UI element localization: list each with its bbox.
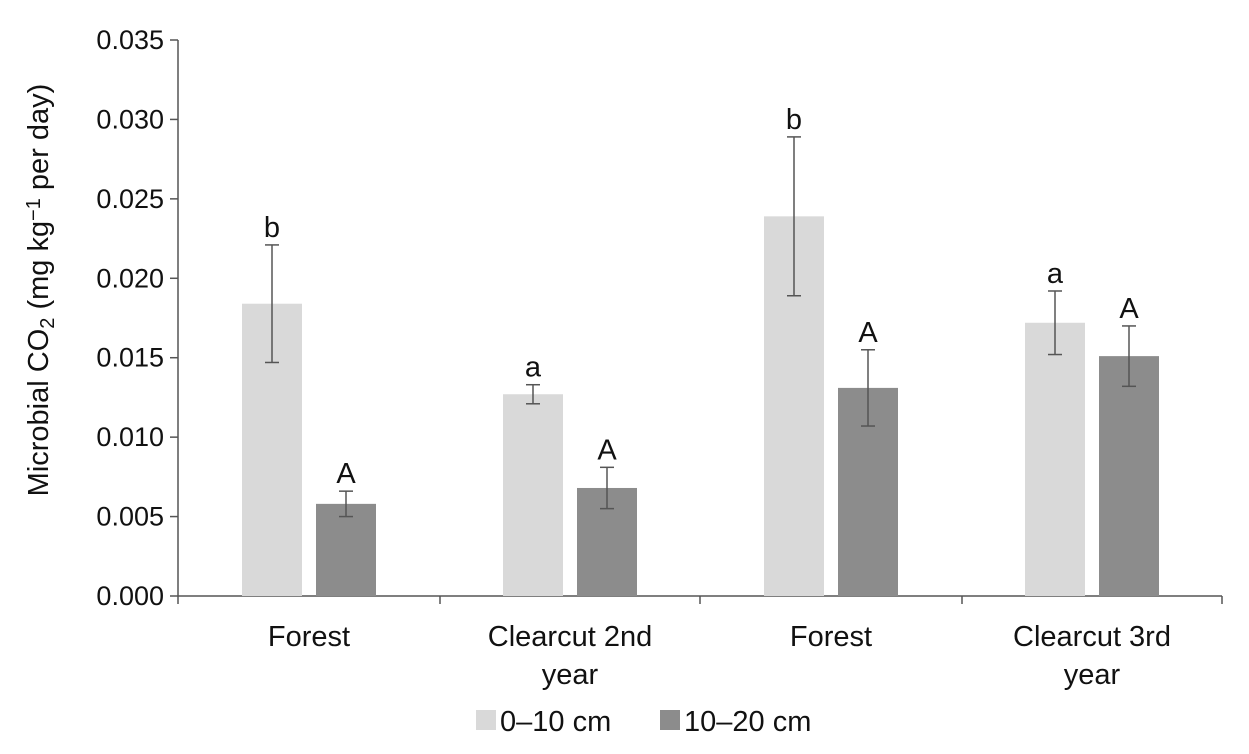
y-tick-label: 0.035 <box>96 25 164 55</box>
significance-letter: b <box>786 104 802 136</box>
y-tick-label: 0.030 <box>96 104 164 134</box>
bar-depth-10-20 <box>1099 356 1159 596</box>
bars <box>242 136 1159 596</box>
legend-label: 0–10 cm <box>500 706 611 738</box>
bar-depth-10-20 <box>316 503 376 596</box>
category-label: Clearcut 3rd <box>1013 621 1171 653</box>
y-tick-label: 0.025 <box>96 184 164 214</box>
y-tick-label: 0.005 <box>96 502 164 532</box>
y-axis-title-units: (mg kg <box>23 221 55 318</box>
y-axis: 0.000 0.005 0.010 0.015 0.020 0.025 0.030 0.035 <box>96 25 179 611</box>
significance-letter: A <box>858 317 878 349</box>
significance-labels: b a b a A A A A <box>264 104 1139 490</box>
y-axis-title: Microbial CO2 (mg kg−1 per day) <box>23 84 59 497</box>
significance-letter: a <box>1047 258 1064 290</box>
y-tick-label: 0.000 <box>96 581 164 611</box>
bar-depth-0-10 <box>503 394 563 596</box>
legend-swatch <box>660 710 680 730</box>
y-tick-label: 0.015 <box>96 343 164 373</box>
y-tick-label: 0.020 <box>96 263 164 293</box>
x-axis <box>177 595 1223 604</box>
bar-depth-0-10 <box>1025 322 1085 596</box>
significance-letter: a <box>525 352 542 384</box>
y-axis-title-units-end: per day) <box>23 84 55 198</box>
y-tick-label: 0.010 <box>96 422 164 452</box>
y-axis-title-superscript: −1 <box>23 198 45 221</box>
y-axis-title-subscript: 2 <box>37 318 59 329</box>
category-label: Forest <box>268 621 350 653</box>
category-label: Clearcut 2nd <box>488 621 652 653</box>
legend-label: 10–20 cm <box>684 706 811 738</box>
legend-swatch <box>476 710 496 730</box>
category-labels: Forest Clearcut 2nd year Forest Clearcut 3rd… <box>268 621 1171 691</box>
category-label: year <box>1064 659 1121 691</box>
category-label: year <box>542 659 599 691</box>
significance-letter: A <box>336 458 356 490</box>
y-axis-title-main: Microbial CO <box>23 329 55 497</box>
legend: 0–10 cm 10–20 cm <box>476 706 811 738</box>
category-label: Forest <box>790 621 872 653</box>
significance-letter: A <box>597 434 617 466</box>
significance-letter: A <box>1119 293 1139 325</box>
significance-letter: b <box>264 212 280 244</box>
